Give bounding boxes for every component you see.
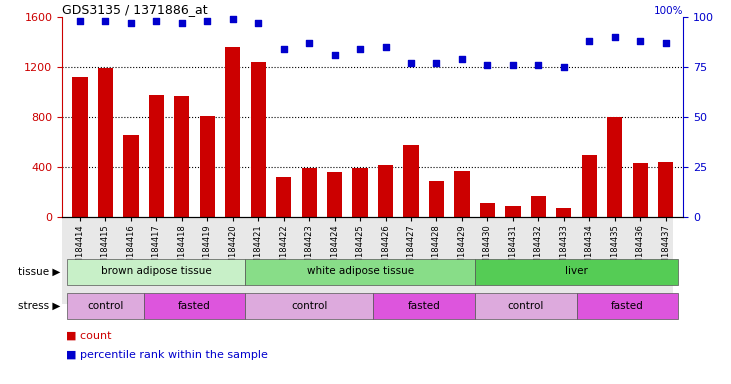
Text: control: control: [291, 301, 327, 311]
Point: [456, 56, 468, 62]
Point: [532, 62, 544, 68]
Bar: [556, 208, 572, 217]
Bar: [632, 163, 648, 217]
Point: [431, 60, 442, 66]
Bar: [246, 293, 373, 319]
Text: fasted: fasted: [178, 301, 211, 311]
Point: [507, 62, 519, 68]
Bar: [143, 293, 246, 319]
Point: [99, 18, 111, 24]
Bar: [480, 203, 495, 217]
Point: [660, 40, 672, 46]
Point: [635, 38, 646, 44]
Text: 100%: 100%: [654, 6, 683, 16]
Point: [278, 46, 289, 52]
Point: [482, 62, 493, 68]
Bar: [246, 259, 474, 285]
Bar: [225, 47, 240, 217]
Text: fasted: fasted: [611, 301, 644, 311]
Bar: [582, 155, 597, 217]
Bar: [429, 181, 444, 217]
Bar: [373, 293, 474, 319]
Bar: [474, 259, 678, 285]
Text: stress ▶: stress ▶: [18, 301, 61, 311]
Bar: [251, 62, 266, 217]
Point: [227, 16, 238, 22]
Point: [125, 20, 137, 26]
Bar: [174, 96, 189, 217]
Point: [558, 64, 569, 70]
Bar: [124, 135, 139, 217]
Bar: [577, 293, 678, 319]
Point: [379, 44, 391, 50]
Text: white adipose tissue: white adipose tissue: [306, 266, 414, 276]
Bar: [67, 259, 246, 285]
Bar: [404, 145, 419, 217]
Text: tissue ▶: tissue ▶: [18, 266, 61, 277]
Bar: [200, 116, 215, 217]
Bar: [454, 171, 469, 217]
Bar: [474, 293, 577, 319]
Bar: [98, 68, 113, 217]
Point: [329, 52, 341, 58]
FancyBboxPatch shape: [62, 217, 673, 305]
Bar: [531, 196, 546, 217]
Text: ■ percentile rank within the sample: ■ percentile rank within the sample: [66, 350, 268, 360]
Text: brown adipose tissue: brown adipose tissue: [101, 266, 212, 276]
Text: GDS3135 / 1371886_at: GDS3135 / 1371886_at: [62, 3, 208, 16]
Text: control: control: [507, 301, 544, 311]
Point: [583, 38, 595, 44]
Point: [303, 40, 315, 46]
Text: fasted: fasted: [407, 301, 440, 311]
Text: control: control: [87, 301, 124, 311]
Point: [355, 46, 366, 52]
Point: [405, 60, 417, 66]
Point: [609, 34, 621, 40]
Point: [151, 18, 162, 24]
Bar: [148, 95, 164, 217]
Bar: [67, 293, 143, 319]
Text: liver: liver: [565, 266, 588, 276]
Point: [202, 18, 213, 24]
Bar: [72, 77, 88, 217]
Point: [252, 20, 264, 26]
Point: [176, 20, 188, 26]
Bar: [301, 168, 317, 217]
Text: ■ count: ■ count: [66, 331, 111, 341]
Bar: [352, 168, 368, 217]
Bar: [505, 206, 520, 217]
Bar: [327, 172, 342, 217]
Bar: [658, 162, 673, 217]
Point: [74, 18, 86, 24]
Bar: [276, 177, 292, 217]
Bar: [378, 165, 393, 217]
Bar: [607, 117, 622, 217]
